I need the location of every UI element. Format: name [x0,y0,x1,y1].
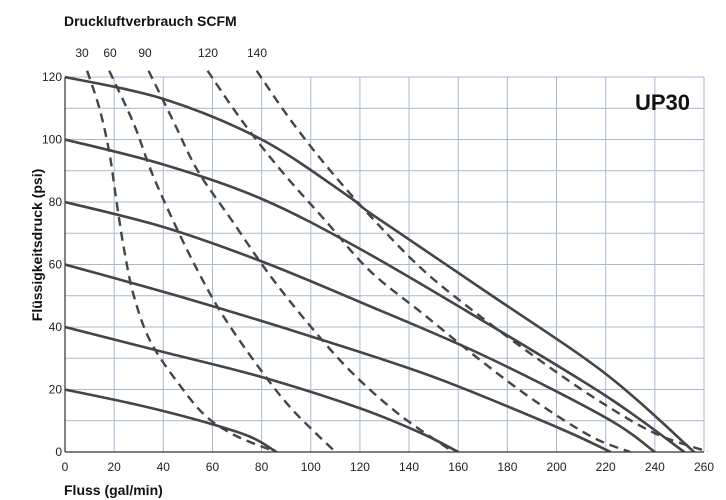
x-tick-label: 60 [206,460,220,474]
pressure-curve-3 [65,200,657,452]
y-tick-label: 40 [49,320,63,334]
pressure-curve-4 [65,138,686,452]
x-tick-label: 120 [350,460,370,474]
x-tick-label: 20 [107,460,121,474]
pressure-curve-2 [65,263,612,452]
x-tick-label: 240 [645,460,665,474]
model-badge: UP30 [635,90,690,115]
y-axis-ticks: 0 20 40 60 80 100 120 [42,70,62,459]
x-tick-label: 140 [399,460,419,474]
air-consumption-curve-10 [255,70,708,452]
chart-title: Druckluftverbrauch SCFM [64,13,237,29]
x-tick-label: 260 [694,460,714,474]
grid [64,76,705,453]
x-tick-label: 80 [255,460,269,474]
air-consumption-labels: 30 60 90 120 140 [75,46,267,60]
x-tick-label: 180 [497,460,517,474]
scfm-label-140: 140 [247,46,267,60]
x-tick-label: 200 [547,460,567,474]
x-tick-label: 0 [62,460,69,474]
x-tick-label: 160 [448,460,468,474]
scfm-label-60: 60 [103,46,117,60]
x-axis-ticks: 0 20 40 60 80 100 120 140 160 180 200 220 240 260 [62,460,715,474]
y-tick-label: 120 [42,70,62,84]
y-tick-label: 60 [49,258,63,272]
air-consumption-curve-8 [147,70,454,452]
y-tick-label: 0 [55,445,62,459]
x-tick-label: 220 [596,460,616,474]
air-consumption-curve-6 [85,70,277,452]
scfm-label-90: 90 [138,46,152,60]
air-consumption-curve-7 [108,70,337,452]
y-tick-label: 80 [49,195,63,209]
scfm-label-120: 120 [198,46,218,60]
y-axis-label: Flüssigkeitsdruck (psi) [29,169,45,321]
x-tick-label: 100 [301,460,321,474]
y-tick-label: 20 [49,383,63,397]
air-consumption-curve-9 [206,70,631,452]
x-axis-label: Fluss (gal/min) [64,482,163,498]
pressure-curve-0 [65,388,278,452]
pressure-curve-1 [65,325,460,452]
y-tick-label: 100 [42,133,62,147]
x-tick-label: 40 [157,460,171,474]
series-layer [65,70,708,452]
scfm-label-30: 30 [75,46,89,60]
